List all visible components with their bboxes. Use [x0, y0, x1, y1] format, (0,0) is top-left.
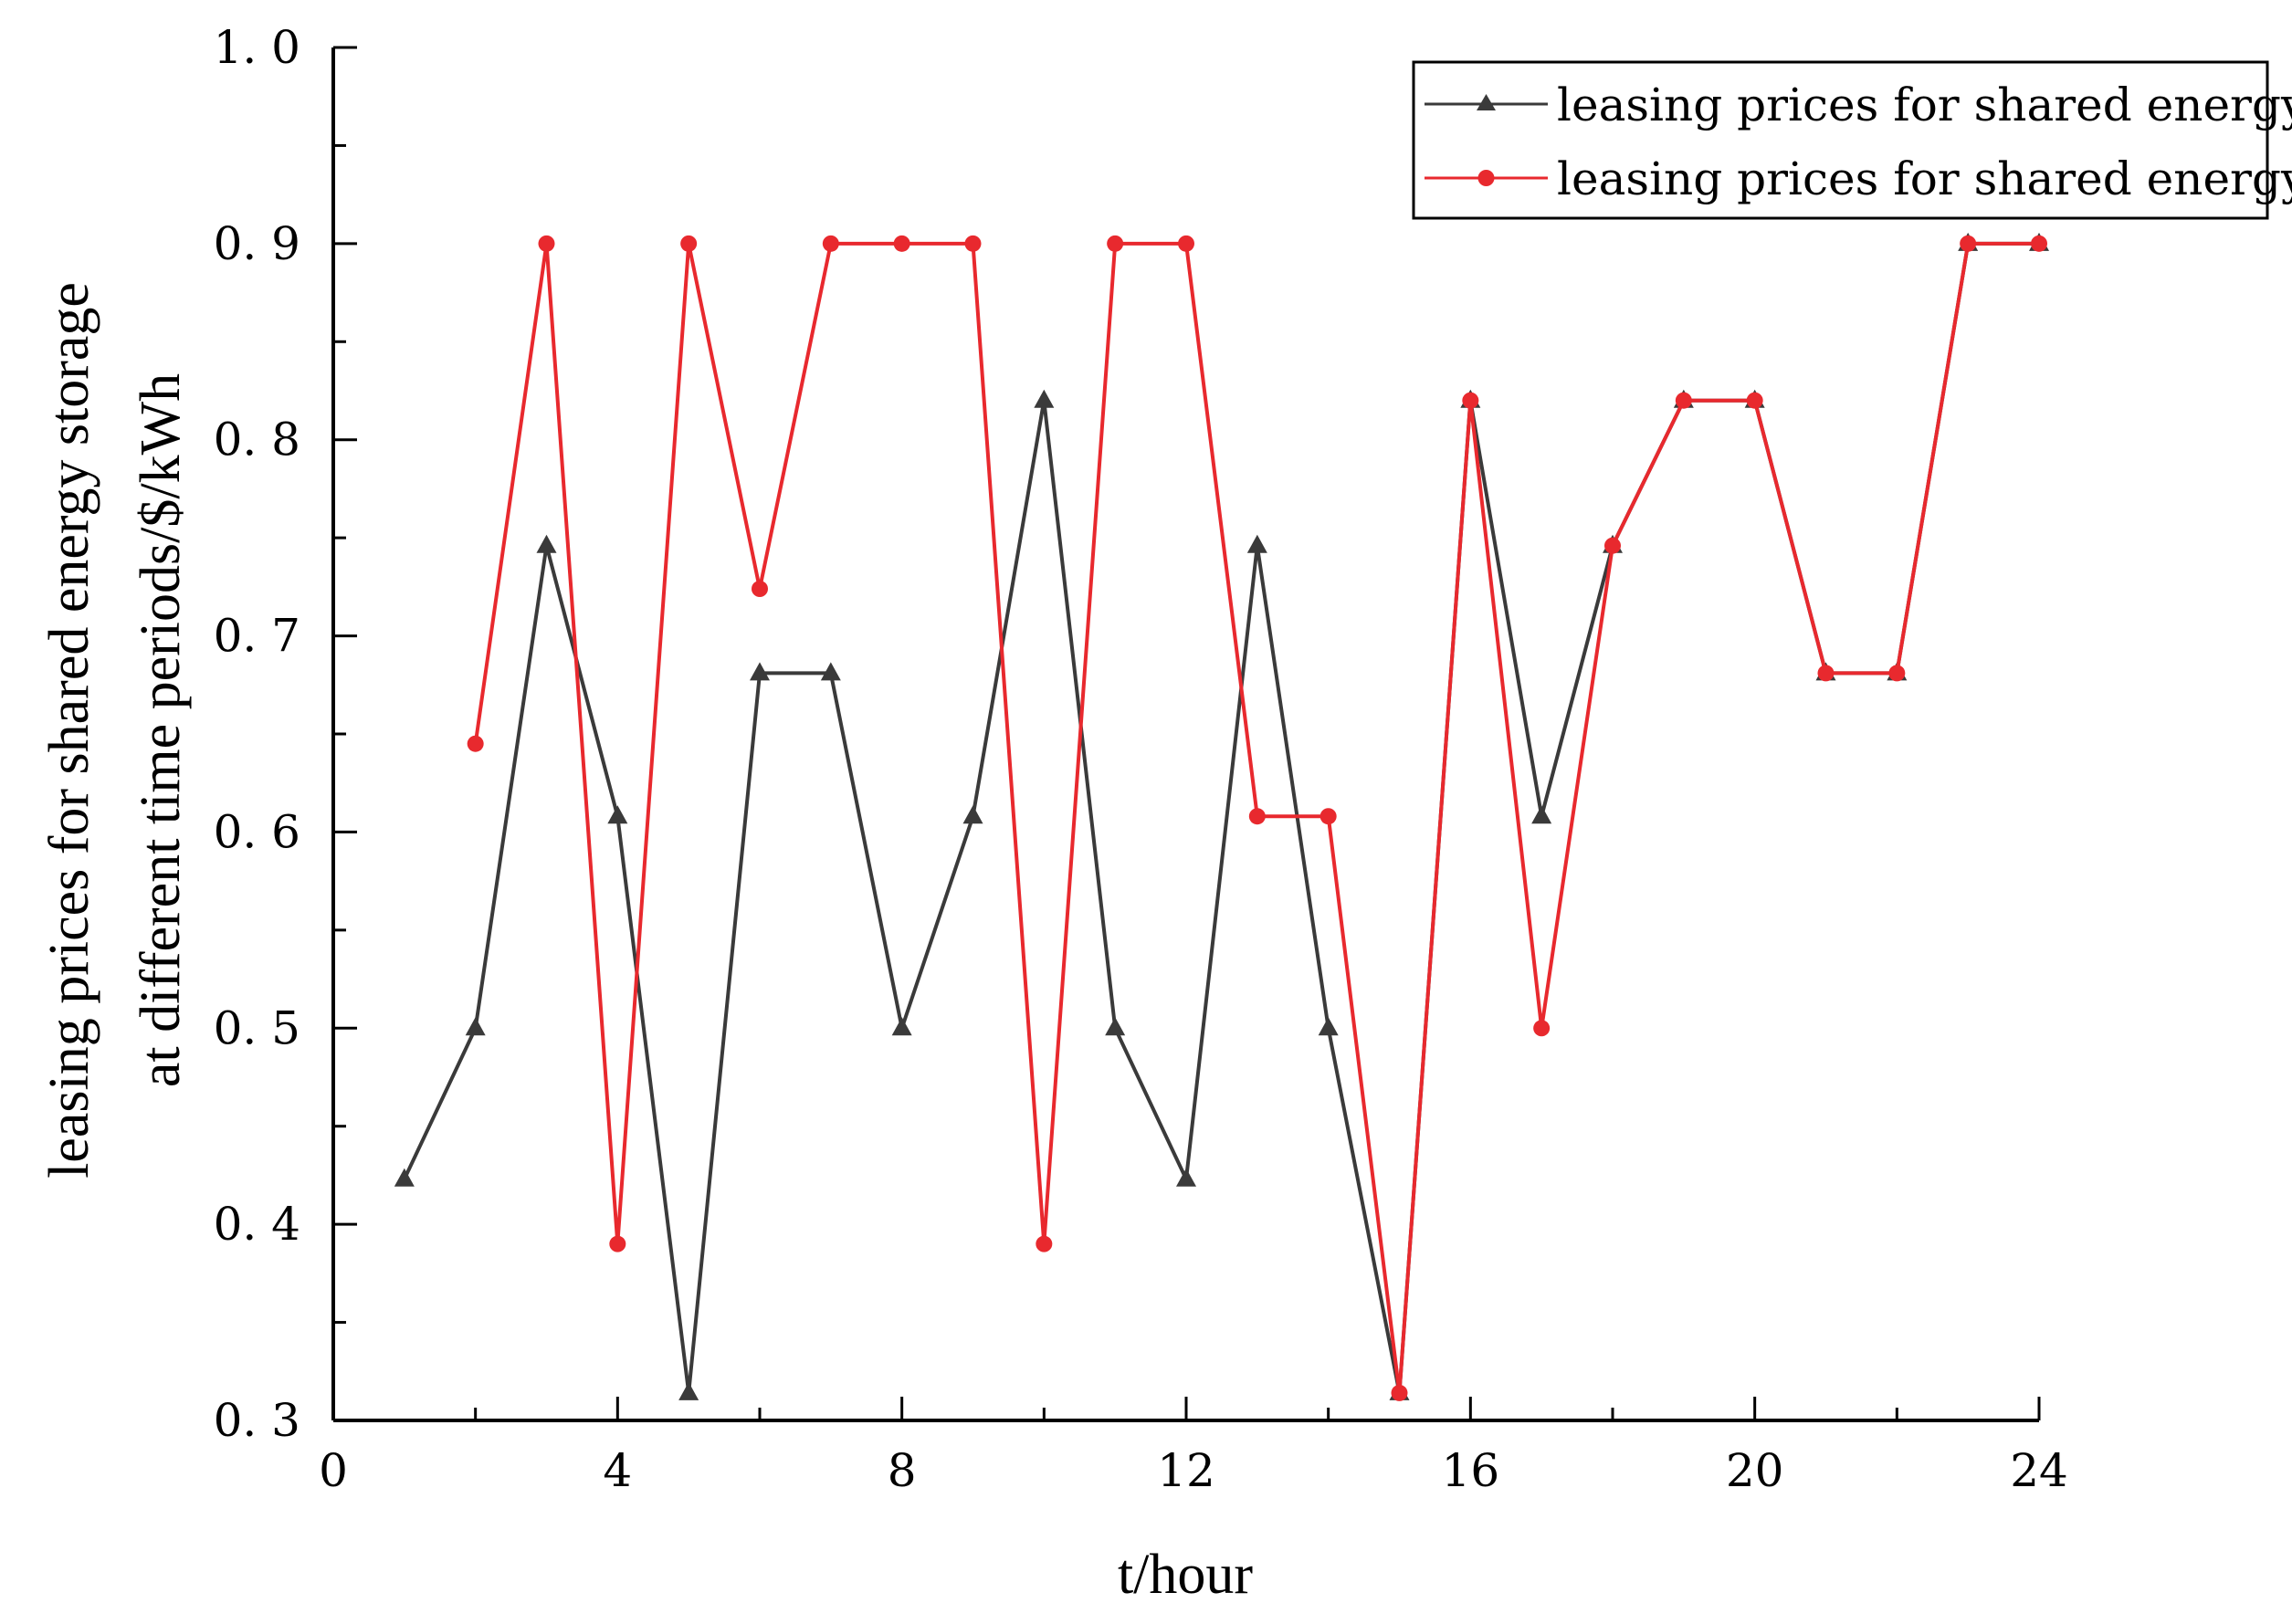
data-point-circle: [1533, 1020, 1551, 1037]
data-point-circle: [1746, 392, 1763, 409]
data-point-triangle: [1246, 534, 1267, 553]
data-point-triangle: [1531, 805, 1552, 824]
data-point-circle: [538, 235, 555, 252]
data-point-triangle: [465, 1017, 486, 1036]
legend: leasing prices for shared energy storage…: [1412, 60, 2292, 220]
data-point-triangle: [678, 1381, 699, 1400]
x-tick-label: 24: [2010, 1444, 2068, 1497]
y-tick-label: 0. 6: [214, 805, 300, 858]
data-point-circle: [1391, 1384, 1408, 1401]
data-point-triangle: [1176, 1168, 1196, 1187]
y-tick-label: 0. 4: [214, 1198, 300, 1251]
x-tick-label: 12: [1157, 1444, 1215, 1497]
y-tick-label: 0. 5: [214, 1001, 300, 1054]
data-point-circle: [822, 235, 839, 252]
data-point-triangle: [820, 662, 841, 681]
y-tick-label: 0. 3: [214, 1394, 300, 1447]
data-point-triangle: [536, 534, 557, 553]
data-point-circle: [1462, 392, 1479, 409]
legend-label-case4: leasing prices for shared energy storage…: [1557, 79, 2292, 131]
data-point-triangle: [394, 1168, 415, 1187]
data-point-circle: [609, 1235, 626, 1252]
data-point-circle: [2031, 235, 2047, 252]
data-point-circle: [1888, 665, 1906, 682]
data-point-circle: [752, 581, 768, 598]
data-point-triangle: [1034, 389, 1055, 408]
x-tick-label: 16: [1442, 1444, 1500, 1497]
y-axis-title-line1: leasing prices for shared energy storage: [38, 282, 100, 1179]
data-point-circle: [1604, 537, 1621, 554]
series-layer: [394, 232, 2049, 1401]
legend-label-case5: leasing prices for shared energy storage…: [1557, 152, 2292, 205]
data-point-triangle: [962, 805, 983, 824]
axes: 0. 3 0. 4 0. 5 0. 6 0. 7 0. 8 0. 9 1. 0 0 4 8 12 16 2…: [214, 21, 2068, 1497]
data-point-circle: [1107, 235, 1124, 252]
legend-box: [1412, 60, 2269, 220]
x-tick-label: 0: [319, 1444, 348, 1497]
y-tick-label: 1. 0: [214, 21, 300, 74]
data-point-triangle: [750, 662, 770, 681]
x-tick-label: 8: [888, 1444, 917, 1497]
series-case5: [467, 235, 2047, 1401]
data-point-circle: [1036, 1235, 1053, 1252]
data-point-triangle: [1318, 1017, 1339, 1036]
data-point-circle: [1817, 665, 1835, 682]
data-point-circle: [1319, 808, 1337, 825]
y-tick-label: 0. 8: [214, 414, 300, 466]
legend-marker-case5: [1477, 170, 1495, 186]
y-tick-label: 0. 9: [214, 217, 300, 270]
data-point-circle: [1248, 808, 1266, 825]
data-point-circle: [893, 235, 910, 252]
data-point-triangle: [607, 805, 628, 824]
data-point-triangle: [1105, 1017, 1126, 1036]
legend-marker-case4: [1477, 94, 1496, 110]
data-point-circle: [964, 235, 982, 252]
y-axis-title-line2: at different time periods/$/kWh: [130, 373, 192, 1087]
data-point-circle: [1178, 235, 1194, 252]
data-point-circle: [680, 235, 698, 252]
data-point-circle: [467, 735, 484, 752]
series-case4: [394, 232, 2049, 1400]
data-point-circle: [1960, 235, 1977, 252]
x-tick-label: 20: [1726, 1444, 1784, 1497]
x-axis-title: t/hour: [1118, 1544, 1253, 1606]
x-tick-label: 4: [603, 1444, 632, 1497]
data-point-triangle: [891, 1017, 912, 1036]
y-tick-label: 0. 7: [214, 610, 300, 663]
data-point-circle: [1675, 392, 1692, 409]
